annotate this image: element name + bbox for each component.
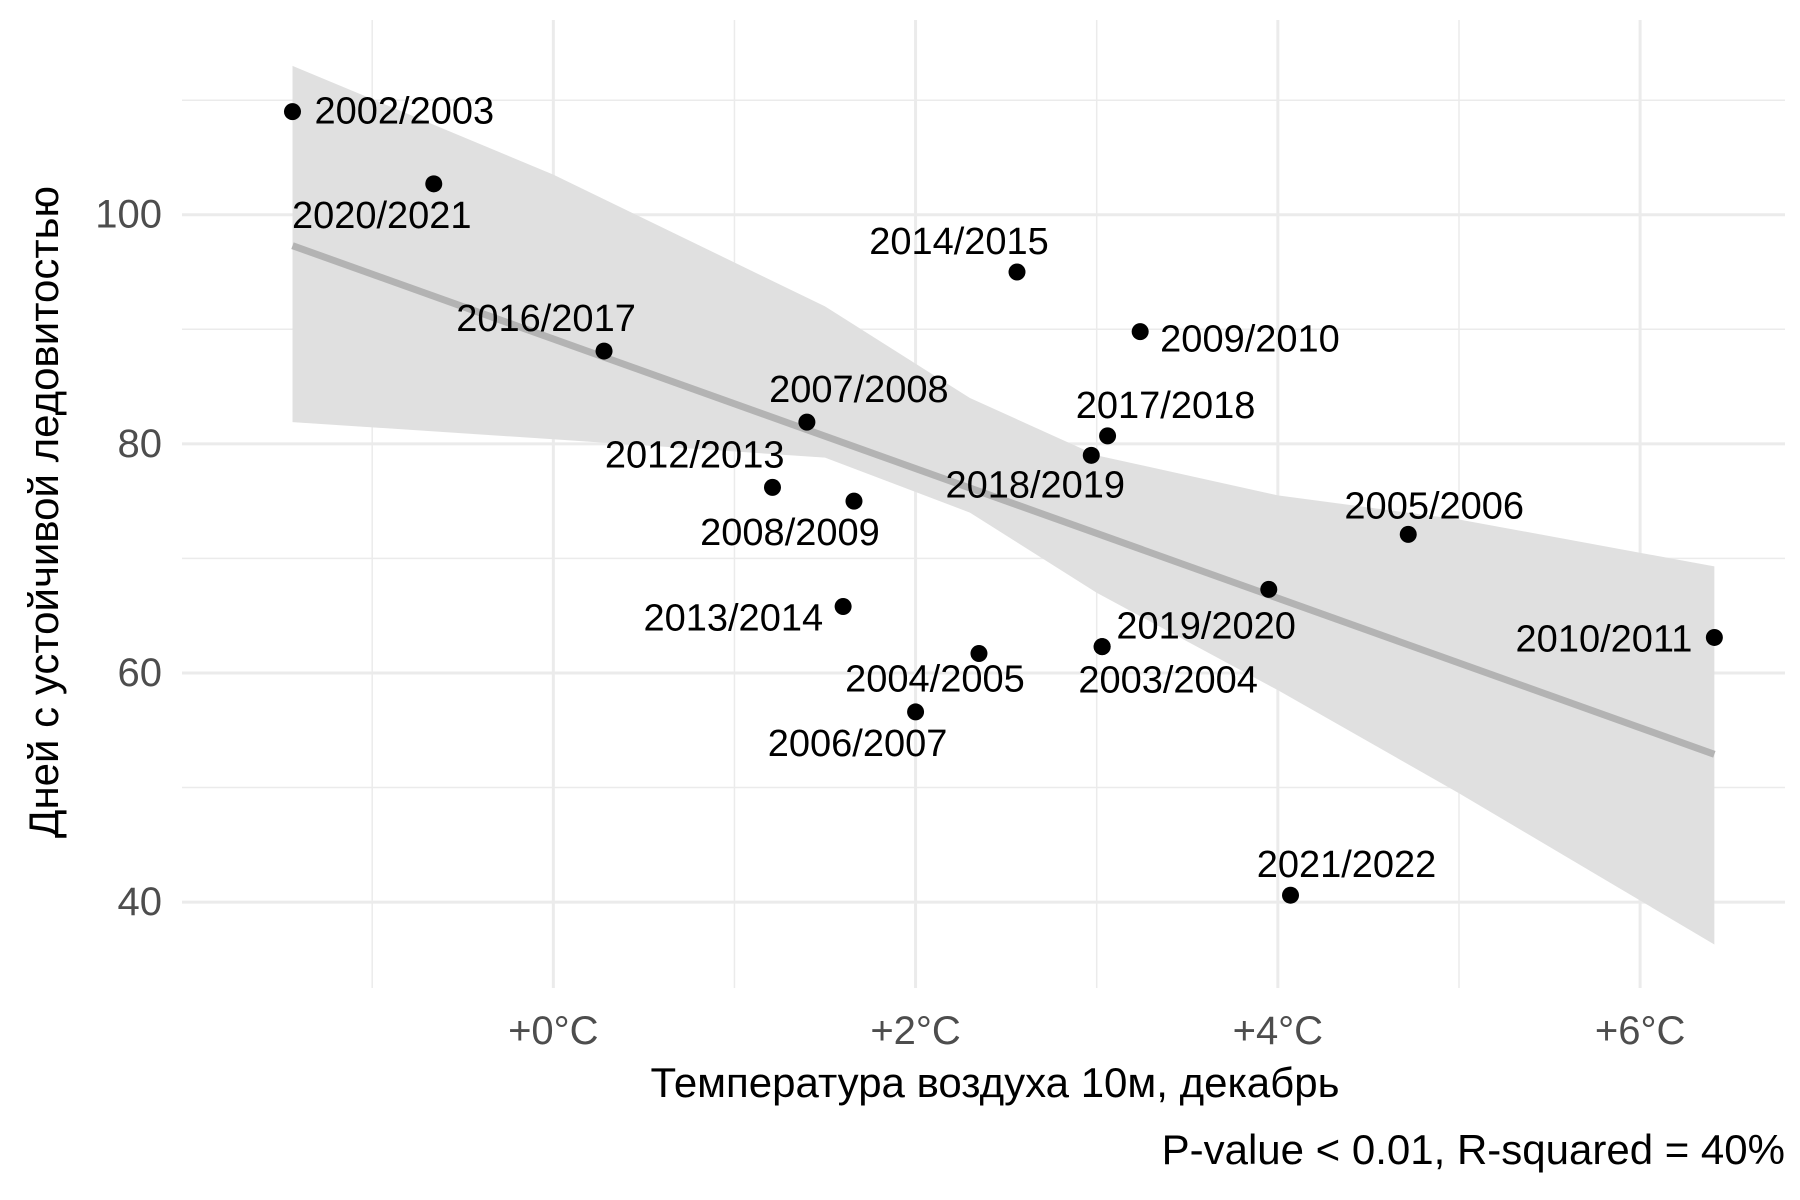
x-tick-label: +6°C — [1595, 1009, 1686, 1053]
data-point — [595, 342, 613, 360]
data-point — [798, 413, 816, 431]
regression-line — [291, 242, 1716, 758]
data-point — [1099, 427, 1117, 445]
y-axis-title: Дней с устойчивой ледовитостью — [20, 186, 67, 838]
point-label: 2010/2011 — [1516, 618, 1693, 660]
y-tick-labels: 40 60 80 100 — [95, 193, 162, 924]
data-point — [763, 478, 781, 496]
point-label: 2002/2003 — [314, 91, 494, 133]
confidence-band-layer — [292, 65, 1715, 945]
point-label: 2017/2018 — [1076, 385, 1256, 427]
data-point — [1082, 446, 1100, 464]
data-point — [970, 644, 988, 662]
data-point — [845, 492, 863, 510]
data-point — [1260, 580, 1278, 598]
point-label: 2008/2009 — [700, 512, 880, 554]
data-point — [1705, 628, 1723, 646]
data-point — [1093, 638, 1111, 656]
point-label: 2009/2010 — [1160, 319, 1340, 361]
point-label: 2013/2014 — [643, 598, 823, 640]
y-tick-label: 60 — [118, 651, 163, 695]
data-point — [1399, 525, 1417, 543]
point-label: 2005/2006 — [1344, 485, 1524, 527]
x-tick-label: +2°C — [870, 1009, 961, 1053]
point-label: 2004/2005 — [845, 658, 1025, 700]
point-label: 2007/2008 — [769, 369, 949, 411]
y-tick-label: 40 — [118, 880, 163, 924]
point-label: 2019/2020 — [1116, 606, 1296, 648]
point-label: 2006/2007 — [768, 723, 948, 765]
point-label: 2021/2022 — [1257, 844, 1437, 886]
x-tick-label: +0°C — [508, 1009, 599, 1053]
data-point — [425, 175, 443, 193]
data-points-layer — [283, 103, 1723, 904]
chart-caption: P-value < 0.01, R-squared = 40% — [1162, 1126, 1785, 1173]
trend-line-layer — [291, 242, 1716, 758]
point-label: 2014/2015 — [869, 221, 1049, 263]
data-point — [1282, 886, 1300, 904]
x-axis-title: Температура воздуха 10м, декабрь — [651, 1059, 1340, 1106]
point-label: 2012/2013 — [605, 434, 785, 476]
data-point — [907, 703, 925, 721]
x-tick-label: +4°C — [1233, 1009, 1324, 1053]
point-labels-layer: 2002/2003 2020/2021 2016/2017 2007/2008 2012… — [292, 91, 1692, 887]
confidence-band — [292, 65, 1715, 945]
x-tick-labels: +0°C +2°C +4°C +6°C — [508, 1009, 1685, 1053]
y-tick-label: 80 — [118, 422, 163, 466]
y-tick-label: 100 — [95, 193, 162, 237]
data-point — [1131, 323, 1149, 341]
point-label: 2003/2004 — [1078, 660, 1258, 702]
data-point — [1008, 263, 1026, 281]
data-point — [834, 598, 852, 616]
point-label: 2020/2021 — [292, 195, 472, 237]
point-label: 2018/2019 — [945, 464, 1125, 506]
point-label: 2016/2017 — [456, 298, 636, 340]
data-point — [283, 103, 301, 121]
